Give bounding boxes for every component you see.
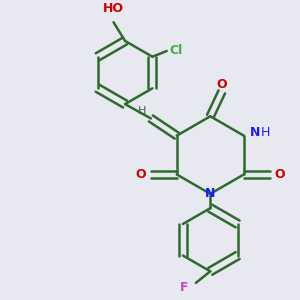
Text: H: H	[138, 106, 146, 116]
Text: F: F	[180, 280, 189, 294]
Text: HO: HO	[103, 2, 124, 15]
Text: N: N	[250, 126, 260, 139]
Text: O: O	[217, 78, 227, 91]
Text: O: O	[274, 168, 285, 181]
Text: N: N	[205, 187, 215, 200]
Text: O: O	[136, 168, 146, 181]
Text: H: H	[261, 126, 270, 139]
Text: Cl: Cl	[169, 44, 183, 58]
